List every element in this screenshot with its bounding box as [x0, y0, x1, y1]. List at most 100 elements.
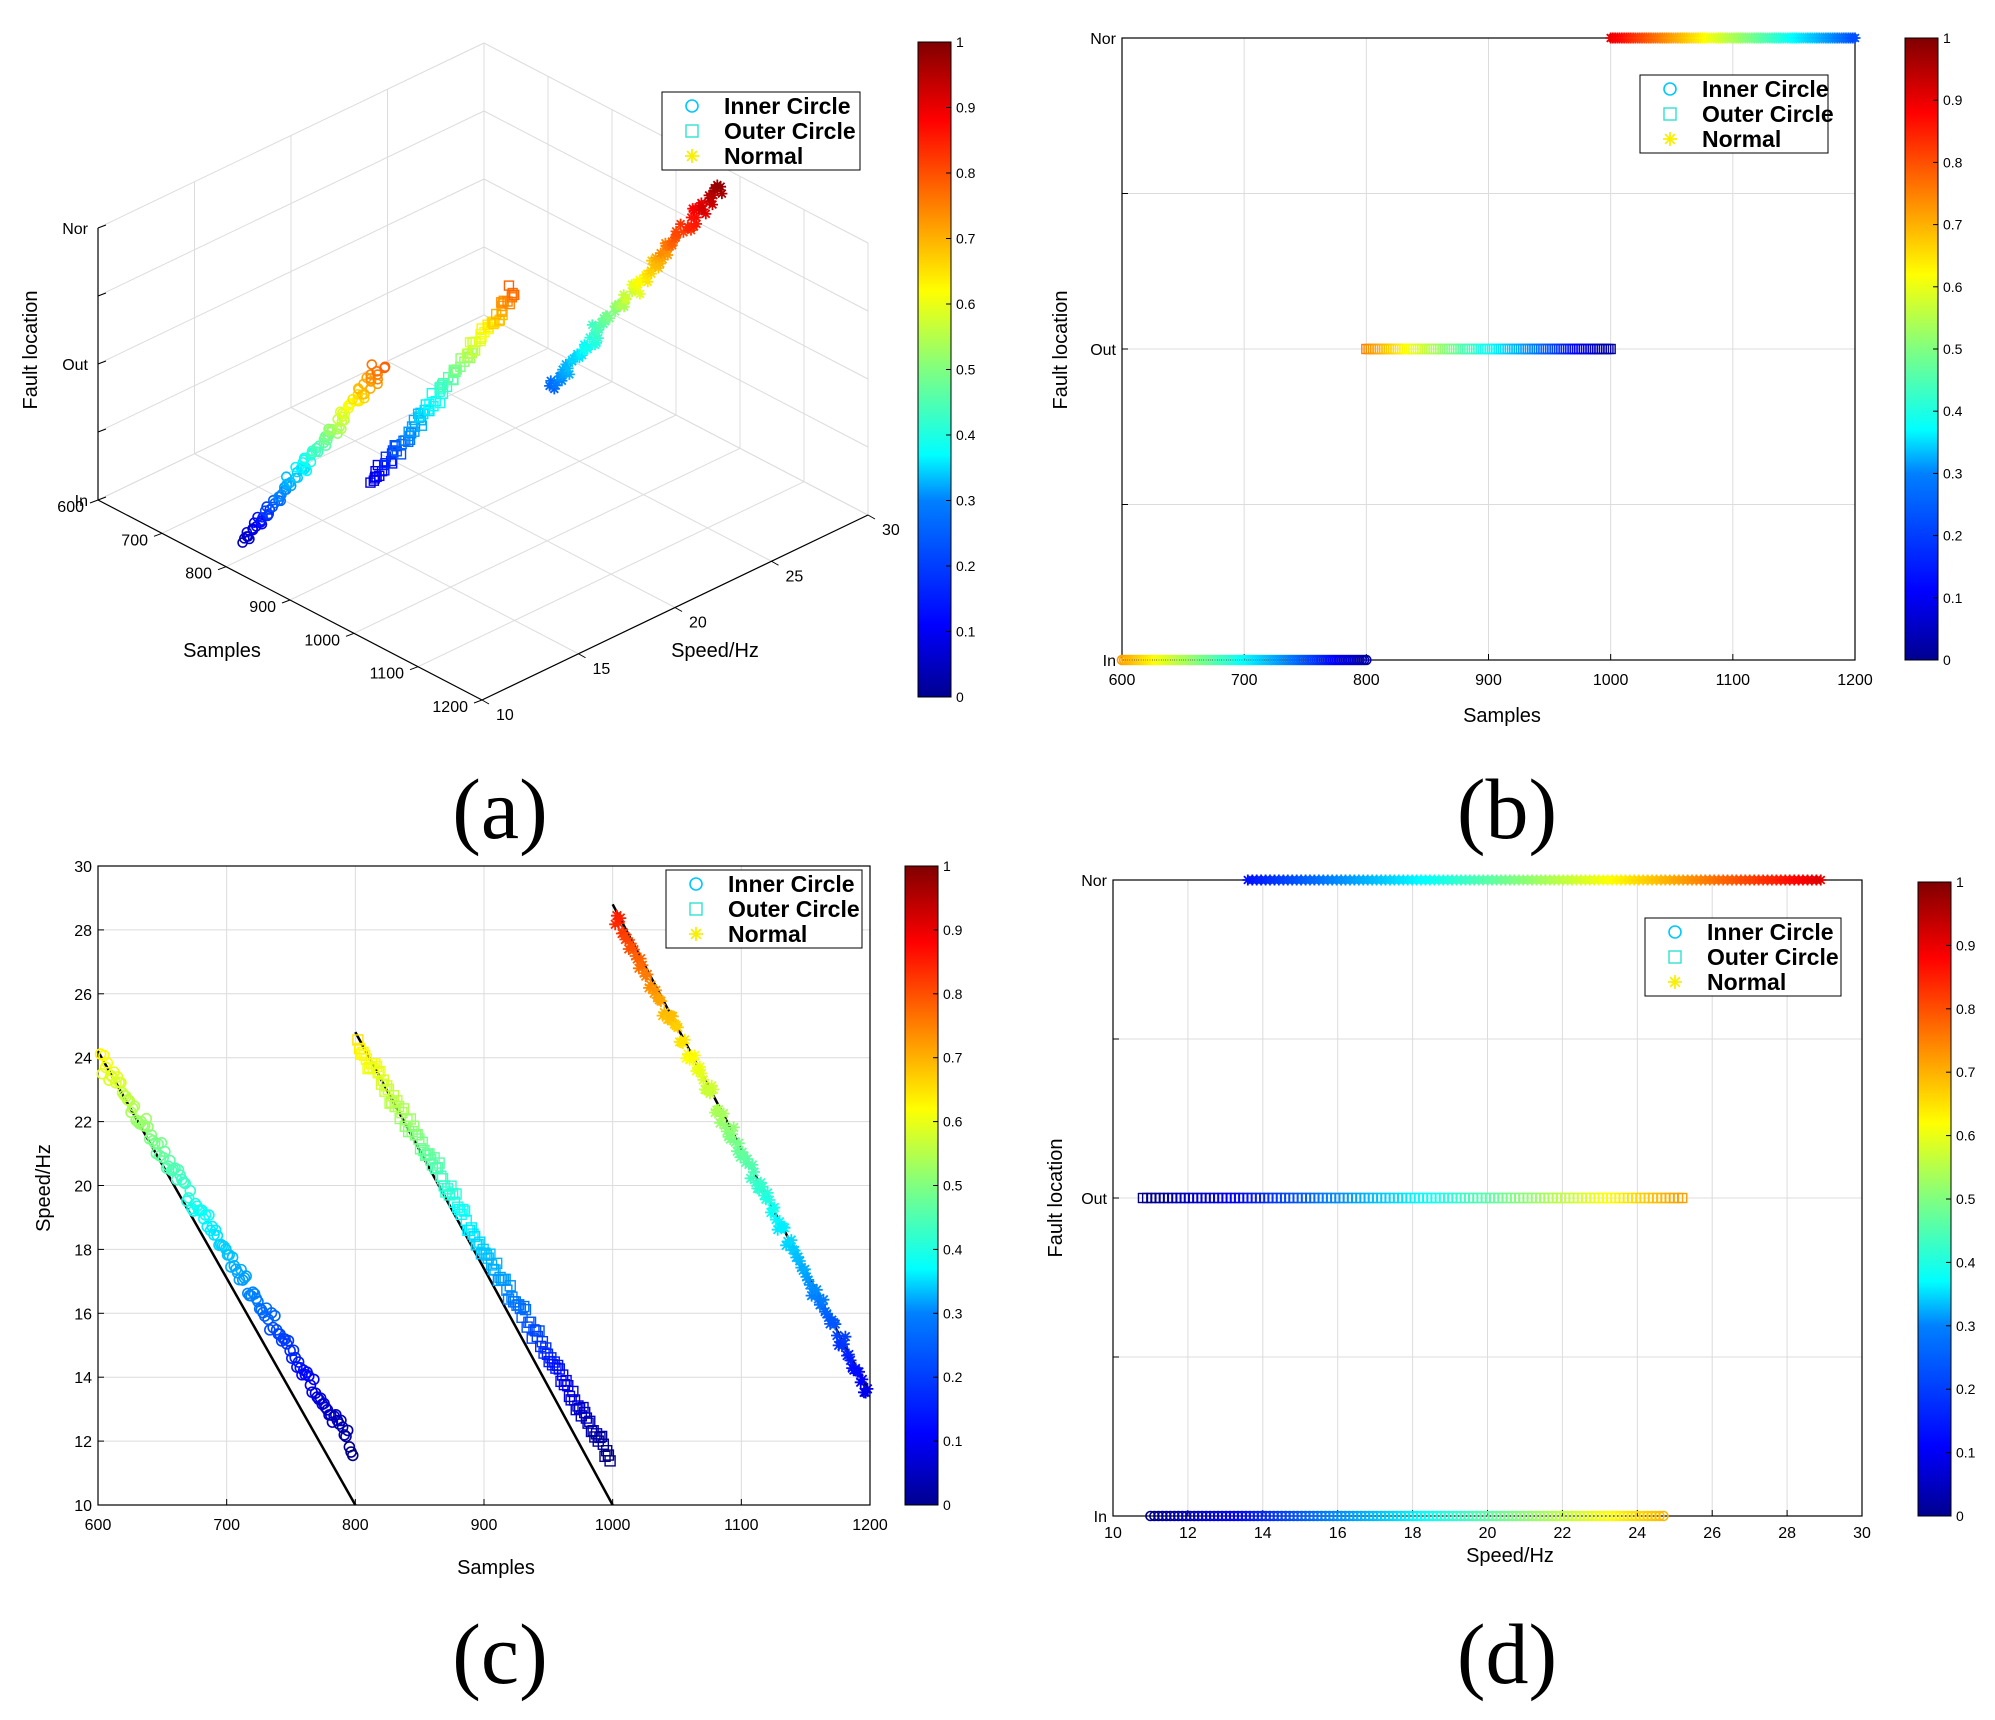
- data-point: [1320, 1510, 1331, 1522]
- data-point: [379, 465, 390, 476]
- data-point: [596, 317, 607, 328]
- data-point: [671, 1021, 684, 1034]
- colorbar-tick: 0.7: [1956, 1064, 1976, 1080]
- data-point: [371, 471, 382, 483]
- data-point: [403, 426, 414, 437]
- z-tick-label: In: [75, 493, 88, 510]
- x-tick-label: 800: [342, 1517, 369, 1534]
- legend-marker-square-icon: [1663, 107, 1677, 121]
- data-point: [397, 1103, 410, 1115]
- data-point: [562, 362, 574, 374]
- data-point: [1646, 1510, 1657, 1522]
- data-point: [126, 1102, 139, 1115]
- data-point: [269, 1309, 281, 1322]
- data-point: [380, 1080, 393, 1092]
- data-point: [1658, 1510, 1669, 1522]
- data-point: [1451, 1510, 1462, 1522]
- data-point: [257, 512, 268, 523]
- data-point: [98, 1049, 110, 1062]
- data-point: [1447, 1510, 1459, 1522]
- data-point: [1347, 1510, 1359, 1522]
- data-point: [436, 379, 448, 390]
- data-point: [1220, 1510, 1232, 1522]
- data-point: [1244, 1510, 1256, 1522]
- data-point: [507, 287, 518, 299]
- y-tick-label: 14: [74, 1370, 92, 1387]
- panel-c-colorbar: 0 0.1 0.2 0.3 0.4 0.5 0.6 0.7 0.8 0.9 1: [904, 858, 963, 1513]
- data-point: [1184, 1510, 1196, 1522]
- data-point: [1296, 1510, 1307, 1522]
- data-point: [1554, 1510, 1566, 1522]
- data-point: [372, 373, 384, 385]
- data-point: [785, 1234, 798, 1247]
- data-point: [618, 301, 630, 313]
- data-point: [1538, 1510, 1550, 1522]
- data-point: [754, 1176, 767, 1189]
- data-point: [654, 258, 666, 270]
- data-point: [1431, 1510, 1443, 1522]
- data-point: [621, 932, 634, 945]
- data-point: [1491, 1510, 1502, 1522]
- data-point: [1467, 1510, 1478, 1522]
- data-point: [650, 252, 662, 264]
- data-point: [1618, 1510, 1630, 1522]
- colorbar-tick: 0.9: [1943, 92, 1963, 108]
- y-tick-label: 26: [74, 987, 92, 1004]
- data-point: [666, 1010, 679, 1023]
- data-point: [831, 1329, 843, 1342]
- data-point: [177, 1176, 190, 1188]
- colorbar-tick: 0.8: [943, 986, 963, 1002]
- data-point: [793, 1255, 806, 1267]
- data-point: [1359, 1510, 1371, 1522]
- data-point: [1300, 1510, 1311, 1522]
- data-point: [788, 1244, 801, 1257]
- data-point: [556, 370, 568, 381]
- y-tick-label: 15: [593, 661, 611, 678]
- data-point: [308, 1373, 320, 1386]
- data-point: [1582, 1510, 1594, 1522]
- legend-marker-star-icon: [1663, 132, 1677, 146]
- data-point: [1578, 1510, 1590, 1522]
- data-point: [1605, 343, 1616, 355]
- legend-marker-circle-icon: [689, 877, 703, 891]
- data-point: [1455, 1510, 1466, 1522]
- data-point: [716, 188, 728, 200]
- data-point: [386, 458, 398, 469]
- colorbar-tick: 0.1: [1956, 1445, 1976, 1461]
- legend-label: Normal: [724, 143, 803, 169]
- data-point: [1264, 1510, 1276, 1522]
- x-tick-label: 1200: [852, 1517, 888, 1534]
- data-point: [1276, 1510, 1287, 1522]
- y-tick-label: 10: [496, 707, 514, 724]
- data-point: [707, 199, 718, 211]
- legend-label: Inner Circle: [1707, 919, 1834, 945]
- colorbar-tick: 0.4: [956, 427, 976, 443]
- data-point: [264, 504, 276, 515]
- x-tick-label: 1000: [1593, 672, 1629, 689]
- data-point: [756, 1180, 769, 1193]
- data-point: [1363, 1510, 1375, 1522]
- data-point: [627, 943, 640, 956]
- colorbar-tick: 1: [1943, 30, 1951, 46]
- data-point: [226, 1251, 239, 1264]
- data-point: [1176, 1510, 1188, 1522]
- data-point: [1165, 1510, 1176, 1522]
- data-point: [566, 354, 578, 366]
- data-point: [1483, 1510, 1494, 1522]
- y-tick-label: In: [1094, 1509, 1107, 1526]
- data-point: [1328, 1510, 1339, 1522]
- data-point: [1558, 1510, 1570, 1522]
- data-point: [111, 1071, 124, 1083]
- x-tick-label: 1000: [304, 632, 340, 649]
- data-point: [1423, 1510, 1435, 1522]
- data-point: [567, 1385, 579, 1398]
- data-point: [1304, 1510, 1315, 1522]
- data-point: [553, 1363, 566, 1375]
- y-tick-label: 12: [74, 1434, 92, 1451]
- y-tick-label: 22: [74, 1115, 92, 1132]
- data-point: [727, 1121, 740, 1134]
- x-tick-label: 14: [1254, 1525, 1272, 1542]
- data-point: [594, 1431, 606, 1444]
